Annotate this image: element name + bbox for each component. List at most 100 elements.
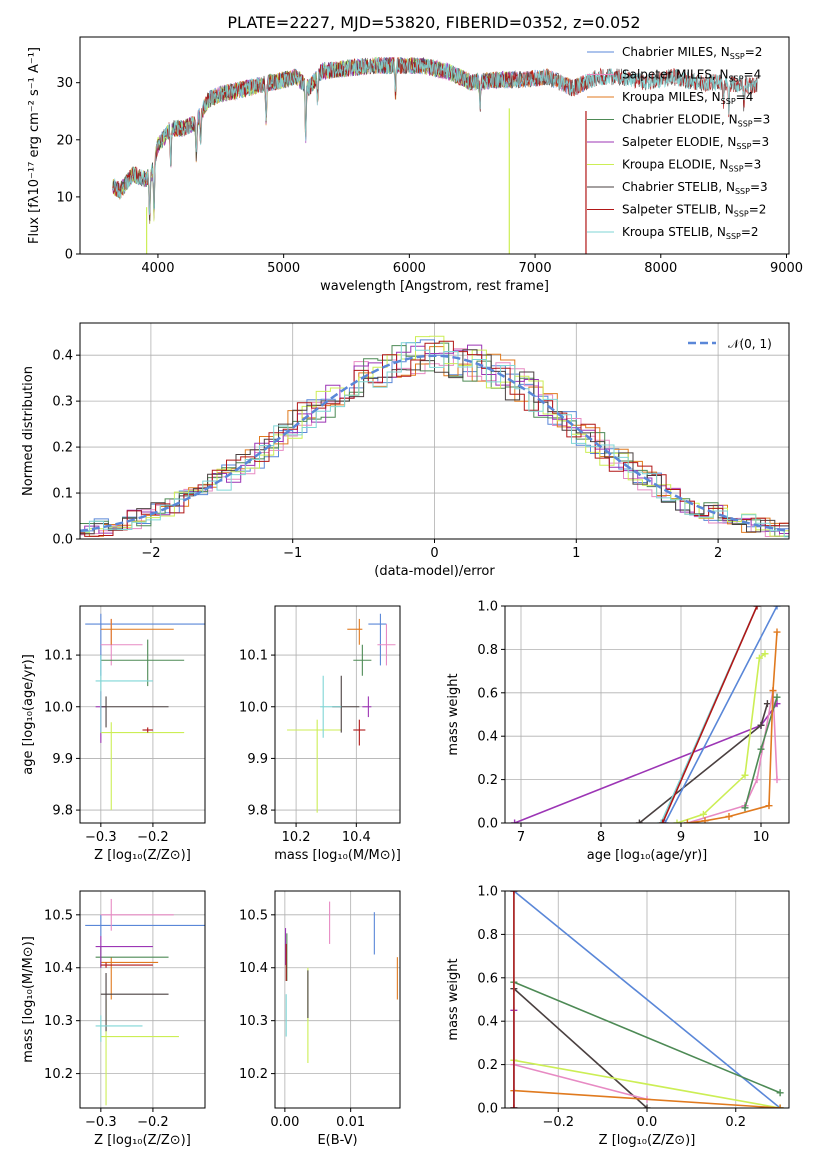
cumulative-marker: [757, 721, 765, 729]
cumulative-marker: [753, 776, 761, 784]
cumulative-marker: [763, 700, 771, 708]
x-tick-label: 7000: [519, 261, 552, 276]
cumulative-marker: [757, 745, 765, 753]
y-tick-label: 10.1: [44, 649, 73, 664]
legend-subscript: SSP: [721, 97, 736, 106]
y-axis-label: age [log₁₀(age/yr)]: [21, 654, 36, 775]
legend-count: =3: [744, 158, 762, 172]
x-tick-label: 5000: [267, 261, 300, 276]
spectrum-series: [112, 56, 758, 216]
y-tick-label: 0.2: [477, 1058, 498, 1073]
residual-histogram: [80, 342, 789, 538]
y-tick-label: 0.4: [477, 730, 498, 745]
x-tick-label: 0.0: [637, 1115, 658, 1130]
y-tick-label: 0.0: [477, 817, 498, 832]
legend-subscript: SSP: [736, 142, 751, 151]
cumulative-marker: [755, 654, 763, 662]
y-tick-label: 0.8: [477, 928, 498, 943]
axes-frame: [79, 605, 206, 824]
legend-count: =2: [745, 45, 763, 59]
chart-age_vs_mass: 10.2 10.4 9.8 9.9 10.0 10.1 mass [log₁₀(M/M⊙)]: [239, 605, 401, 863]
y-tick-label: 20: [56, 133, 73, 148]
legend-entry: Salpeter ELODIE, NSSP=3: [622, 135, 769, 151]
x-tick-label: 0: [430, 546, 438, 561]
cumulative-marker: [773, 606, 781, 610]
x-axis-label: Z [log₁₀(Z/Z⊙)]: [599, 1133, 696, 1148]
legend-subscript: SSP: [729, 165, 744, 174]
legend-subscript: SSP: [735, 187, 750, 196]
axes-frame: [274, 605, 401, 824]
cumulative-marker: [776, 1104, 784, 1108]
y-axis-label: mass weight: [446, 673, 461, 755]
y-tick-label: 10.4: [239, 961, 268, 976]
y-tick-label: 10.4: [44, 961, 73, 976]
y-tick-label: 0.2: [477, 773, 498, 788]
plot-area: [510, 891, 784, 1108]
legend-entry: Salpeter STELIB, NSSP=2: [622, 203, 766, 219]
x-axis-label: wavelength [Angstrom, rest frame]: [320, 279, 549, 294]
plot-area: [511, 606, 781, 823]
y-tick-label: 10: [56, 190, 73, 205]
legend-subscript: SSP: [726, 232, 741, 241]
legend-subscript: SSP: [729, 75, 744, 84]
y-tick-label: 1.0: [477, 600, 498, 615]
x-axis-label: Z [log₁₀(Z/Z⊙)]: [94, 848, 191, 863]
cumulative-marker: [659, 819, 667, 823]
chart-spectrum: 4000 5000 6000 7000 8000 9000 0 10 20 30 wavelengt…: [27, 36, 803, 294]
residual-histogram: [80, 348, 789, 537]
y-tick-label: 10.2: [239, 1067, 268, 1082]
cumulative-series: [513, 891, 781, 1108]
cumulative-marker: [773, 776, 781, 784]
cumulative-series: [513, 988, 648, 1108]
x-tick-label: 9000: [770, 261, 803, 276]
y-tick-label: 10.3: [239, 1014, 268, 1029]
x-tick-label: 6000: [393, 261, 426, 276]
y-tick-label: 0.3: [52, 395, 73, 410]
x-tick-label: 0.01: [336, 1115, 365, 1130]
cumulative-series: [687, 690, 778, 823]
x-axis-label: Z [log₁₀(Z/Z⊙)]: [94, 1133, 191, 1148]
chart-age_vs_Z: −0.3 −0.2 9.8 9.9 10.0 10.1 Z [log₁₀(Z/Z⊙)] age…: [21, 605, 206, 863]
cumulative-series: [513, 1059, 781, 1108]
y-axis-label: mass [log₁₀(M/M⊙)]: [21, 936, 36, 1063]
y-tick-label: 0.2: [52, 441, 73, 456]
y-tick-label: 10.0: [44, 700, 73, 715]
cumulative-marker: [773, 693, 781, 701]
legend: Chabrier MILES, NSSP=2 Salpeter MILES, NS…: [587, 45, 770, 241]
axes-frame: [504, 605, 790, 824]
legend-entry: Chabrier STELIB, NSSP=3: [622, 180, 768, 196]
plot-area: [80, 335, 789, 538]
cumulative-series: [513, 981, 781, 1094]
y-tick-label: 30: [56, 76, 73, 91]
y-axis-label: Flux [fλ10⁻¹⁷ erg cm⁻² s⁻¹ A⁻¹]: [27, 47, 42, 244]
cumulative-series: [676, 653, 766, 823]
y-tick-label: 0.0: [477, 1102, 498, 1117]
legend-count: =4: [736, 90, 754, 104]
cumulative-marker: [661, 819, 669, 823]
cumulative-marker: [776, 1089, 784, 1097]
x-tick-label: 0.2: [725, 1115, 746, 1130]
x-tick-label: 1: [572, 546, 580, 561]
x-tick-label: 7: [517, 830, 525, 845]
cumulative-marker: [673, 819, 681, 823]
y-tick-label: 0: [65, 248, 73, 263]
y-tick-label: 10.1: [239, 649, 268, 664]
cumulative-marker: [643, 1104, 651, 1108]
y-tick-label: 0.8: [477, 643, 498, 658]
cumulative-marker: [683, 819, 691, 823]
x-tick-label: −2: [141, 546, 160, 561]
axes-frame: [274, 890, 401, 1109]
axes-frame: [79, 890, 206, 1109]
figure-title: PLATE=2227, MJD=53820, FIBERID=0352, z=0…: [227, 13, 640, 32]
y-tick-label: 9.8: [247, 804, 268, 819]
cumulative-marker: [765, 802, 773, 810]
y-tick-label: 0.1: [52, 487, 73, 502]
x-axis-label: age [log₁₀(age/yr)]: [587, 848, 708, 863]
y-tick-label: 10.5: [44, 908, 73, 923]
cumulative-series: [661, 606, 758, 823]
cumulative-series: [513, 1063, 648, 1101]
legend-entry: Kroupa MILES, NSSP=4: [622, 90, 753, 106]
y-tick-label: 10.2: [44, 1067, 73, 1082]
x-tick-label: 4000: [141, 261, 174, 276]
